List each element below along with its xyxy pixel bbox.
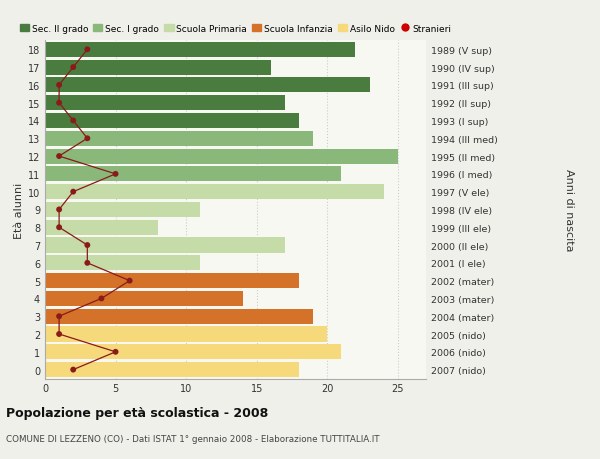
Point bbox=[55, 330, 64, 338]
Bar bbox=[45, 167, 341, 182]
Point bbox=[55, 207, 64, 214]
Point bbox=[55, 82, 64, 90]
Y-axis label: Età alunni: Età alunni bbox=[14, 182, 23, 238]
Text: Popolazione per età scolastica - 2008: Popolazione per età scolastica - 2008 bbox=[6, 406, 268, 419]
Bar bbox=[45, 61, 271, 75]
Bar bbox=[45, 114, 299, 129]
Point bbox=[97, 295, 106, 302]
Point bbox=[68, 189, 78, 196]
Point bbox=[125, 277, 134, 285]
Bar bbox=[45, 96, 285, 111]
Point bbox=[111, 348, 121, 356]
Point bbox=[55, 153, 64, 160]
Bar bbox=[45, 185, 383, 200]
Point bbox=[55, 313, 64, 320]
Point bbox=[68, 118, 78, 125]
Legend: Sec. II grado, Sec. I grado, Scuola Primaria, Scuola Infanzia, Asilo Nido, Stran: Sec. II grado, Sec. I grado, Scuola Prim… bbox=[20, 24, 451, 34]
Bar bbox=[45, 274, 299, 289]
Point bbox=[111, 171, 121, 178]
Bar bbox=[45, 362, 299, 377]
Point bbox=[83, 260, 92, 267]
Bar bbox=[45, 220, 158, 235]
Bar bbox=[45, 202, 200, 218]
Point bbox=[68, 366, 78, 374]
Bar bbox=[45, 291, 242, 306]
Bar bbox=[45, 43, 355, 58]
Bar bbox=[45, 131, 313, 146]
Point bbox=[83, 46, 92, 54]
Bar bbox=[45, 256, 200, 271]
Point bbox=[55, 224, 64, 231]
Point bbox=[55, 100, 64, 107]
Point bbox=[83, 242, 92, 249]
Y-axis label: Anni di nascita: Anni di nascita bbox=[564, 169, 574, 251]
Bar bbox=[45, 78, 370, 93]
Point bbox=[83, 135, 92, 143]
Text: COMUNE DI LEZZENO (CO) - Dati ISTAT 1° gennaio 2008 - Elaborazione TUTTITALIA.IT: COMUNE DI LEZZENO (CO) - Dati ISTAT 1° g… bbox=[6, 434, 380, 443]
Bar bbox=[45, 327, 327, 342]
Bar bbox=[45, 309, 313, 324]
Bar bbox=[45, 238, 285, 253]
Point bbox=[68, 64, 78, 72]
Bar bbox=[45, 149, 398, 164]
Bar bbox=[45, 345, 341, 359]
